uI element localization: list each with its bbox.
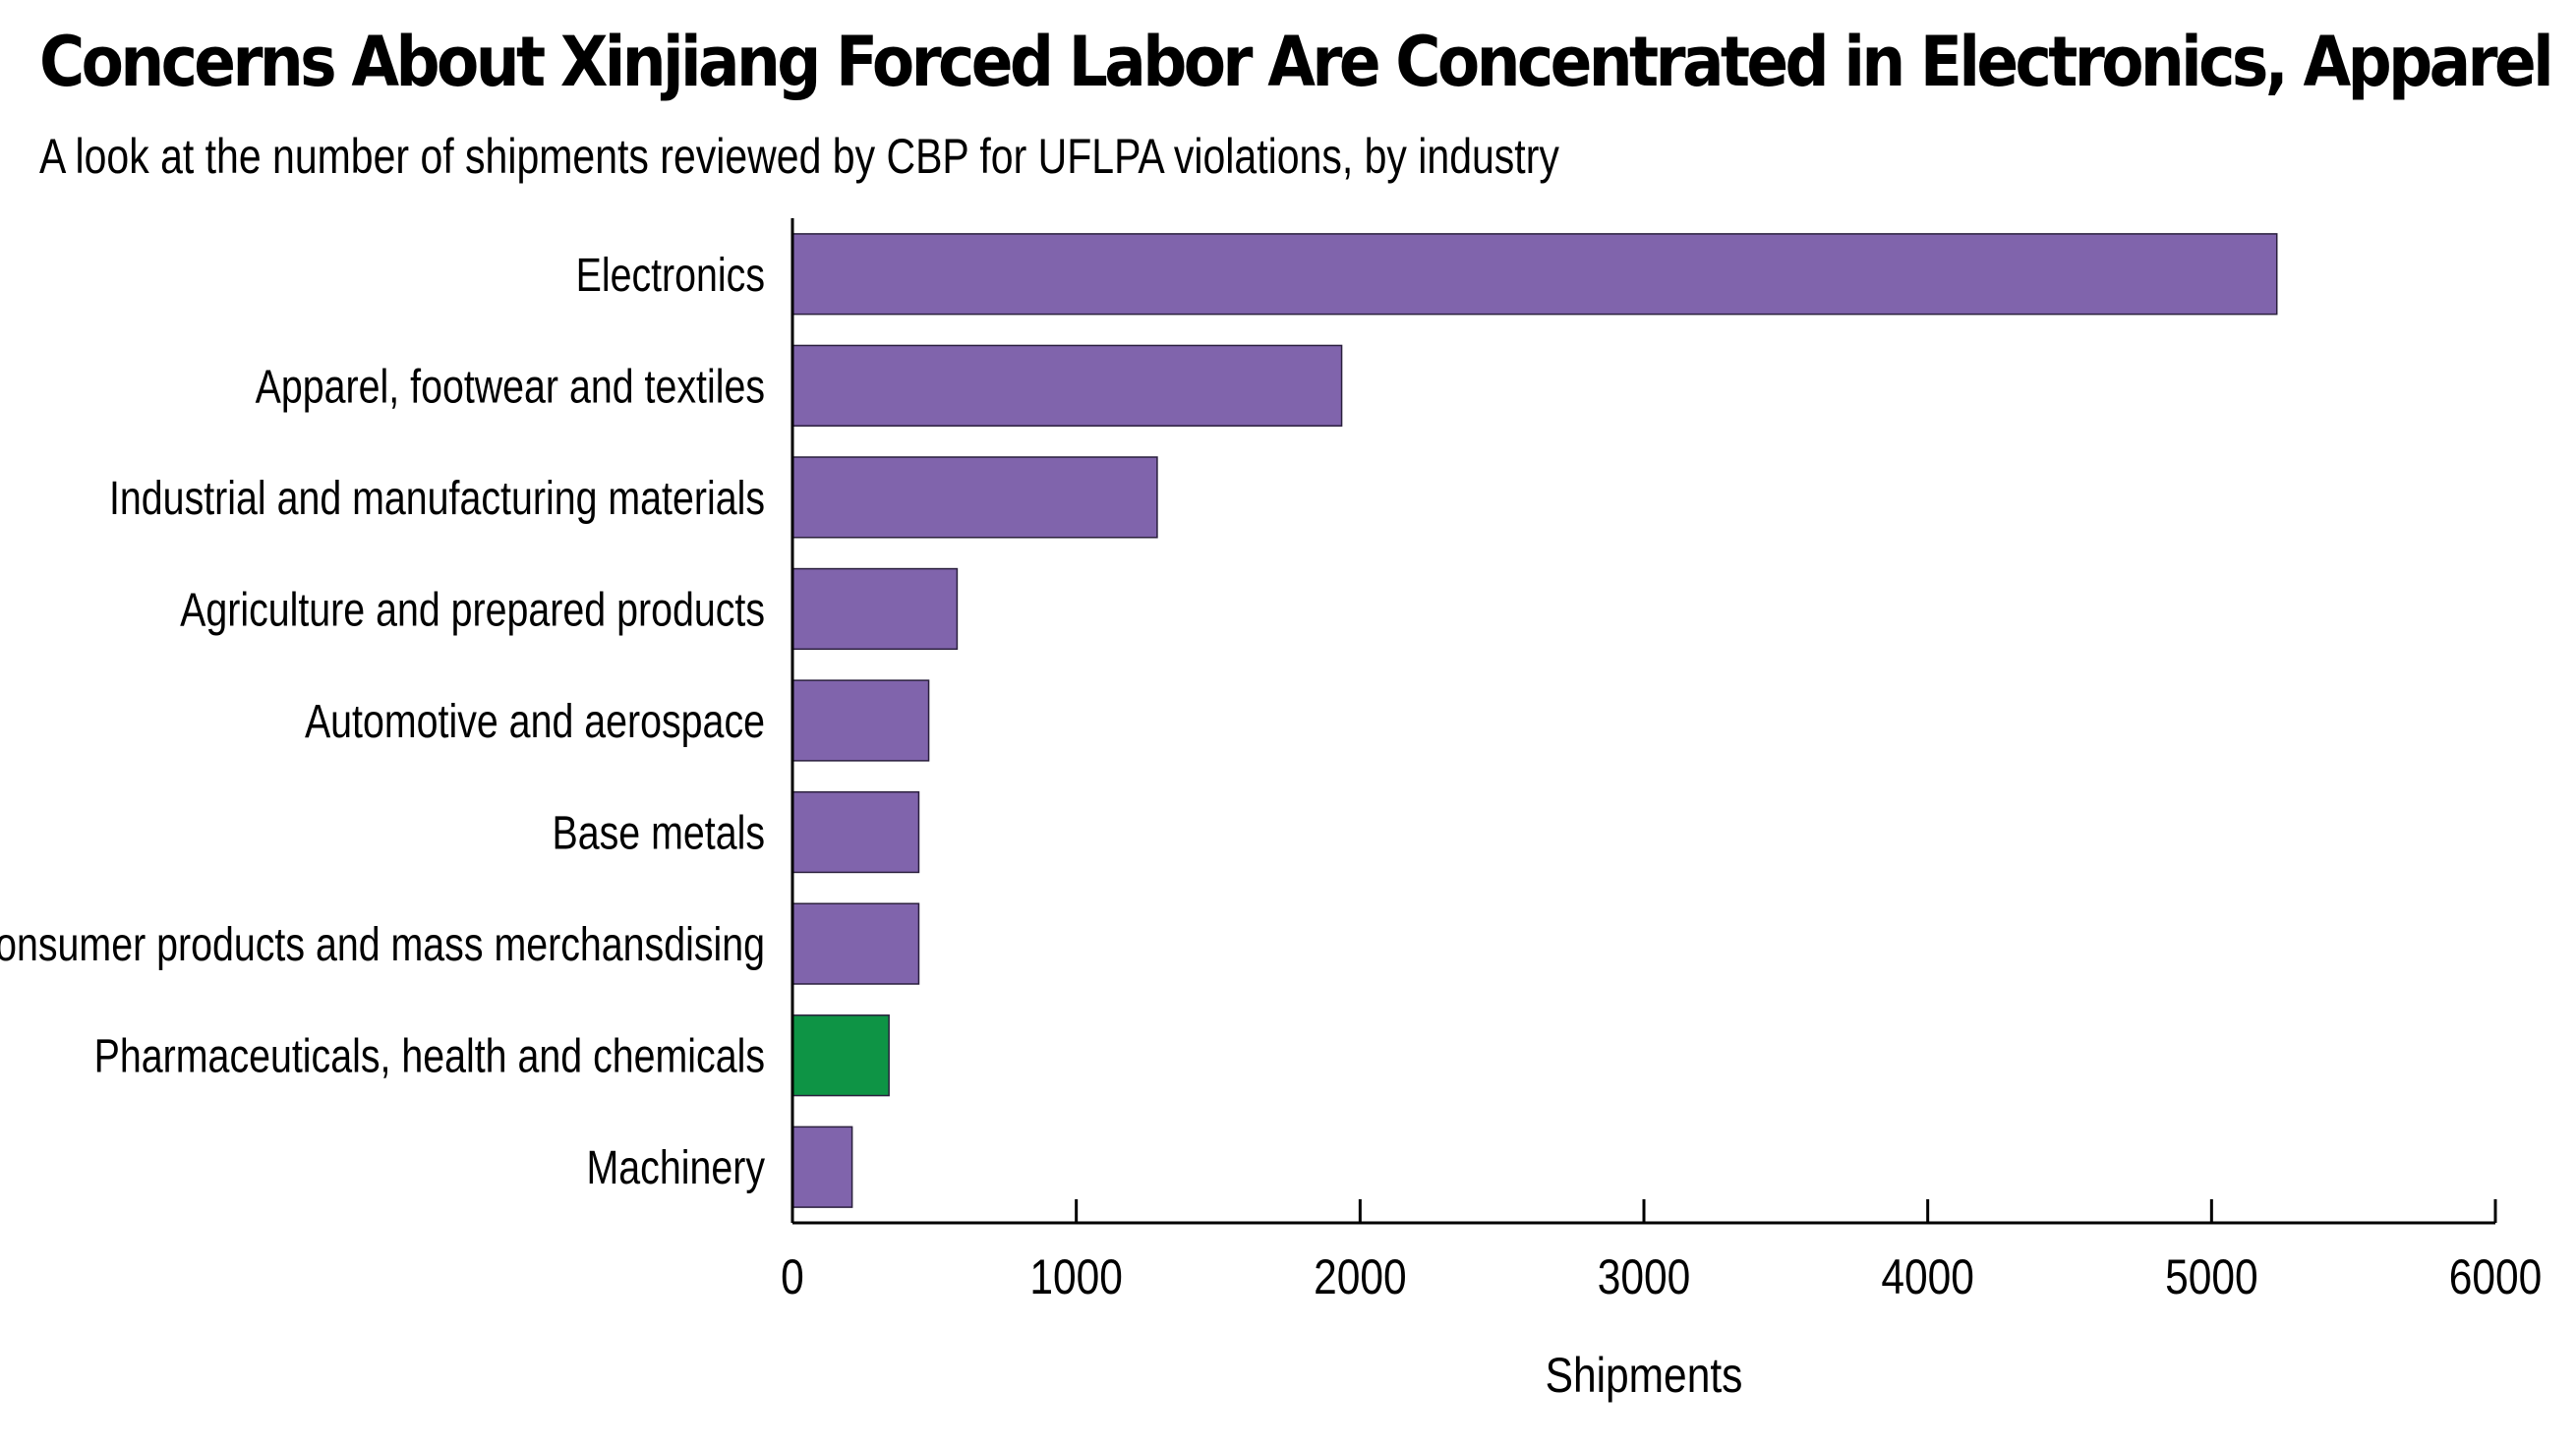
category-label-1: Apparel, footwear and textiles	[256, 361, 765, 414]
category-label-3: Agriculture and prepared products	[180, 584, 765, 637]
category-label-8: Machinery	[587, 1142, 766, 1195]
category-label-0: Electronics	[576, 249, 765, 302]
category-label-4: Automotive and aerospace	[305, 695, 765, 748]
x-tick-label-2: 2000	[1314, 1249, 1407, 1304]
bar-3	[791, 567, 959, 651]
category-label-6: Consumer products and mass merchansdisin…	[0, 918, 765, 971]
bars-group	[791, 233, 2278, 1208]
x-tick-label-1: 1000	[1029, 1249, 1123, 1304]
x-tick-label-4: 4000	[1881, 1249, 1974, 1304]
bar-8	[791, 1126, 853, 1208]
x-tick-label-0: 0	[781, 1249, 804, 1304]
bar-1	[791, 344, 1343, 427]
x-tick-label-3: 3000	[1598, 1249, 1691, 1304]
category-label-2: Industrial and manufacturing materials	[109, 472, 765, 525]
category-label-7: Pharmaceuticals, health and chemicals	[94, 1030, 765, 1083]
x-axis-label: Shipments	[1546, 1348, 1743, 1403]
category-labels-group: Electronics Apparel, footwear and textile…	[0, 249, 765, 1194]
bar-5	[791, 790, 920, 874]
bar-0	[791, 233, 2278, 316]
bar-4	[791, 679, 930, 762]
bar-2	[791, 456, 1158, 539]
bar-7	[791, 1014, 890, 1097]
x-ticks-group: 0 1000 2000 3000 4000 5000 6000	[781, 1199, 2542, 1304]
x-tick-label-5: 5000	[2165, 1249, 2258, 1304]
category-label-5: Base metals	[553, 807, 765, 860]
chart-subtitle: A look at the number of shipments review…	[39, 129, 1559, 184]
chart-title: Concerns About Xinjiang Forced Labor Are…	[39, 22, 2554, 102]
x-tick-label-6: 6000	[2449, 1249, 2543, 1304]
bar-6	[791, 902, 920, 985]
